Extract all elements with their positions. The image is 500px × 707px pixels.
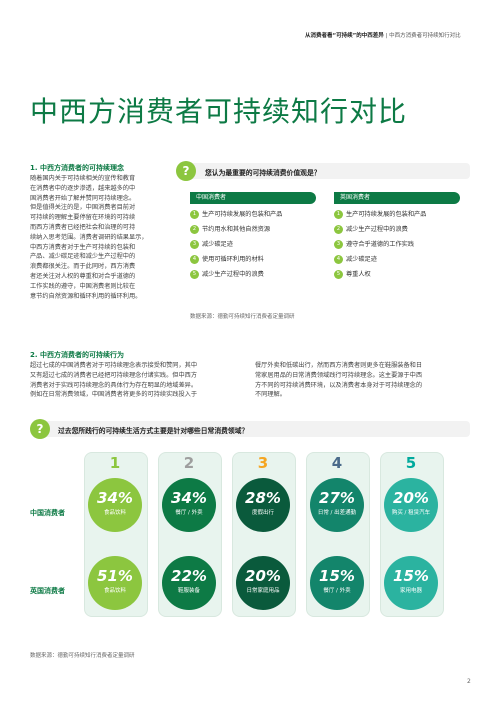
- share-percent: 51%: [97, 567, 133, 585]
- rank-badge-2: 2: [183, 454, 195, 472]
- section2-right-text: 餐厅外卖和低碳出行，然而西方消费者则更多在鞋服装备和日 常家居用品的日常消费领域…: [255, 362, 423, 399]
- bullet-1-icon: 1: [334, 209, 343, 219]
- list-item-text: 遵守合乎道德的工作实践: [346, 241, 415, 248]
- category-label: 餐厅 / 外卖: [323, 588, 351, 594]
- list-item: 5 减少生产过程中的浪费: [190, 267, 330, 282]
- list-item-text: 节约用水和其他自然资源: [202, 226, 271, 233]
- china-share-circle: 28% 度假出行: [236, 478, 290, 532]
- list-item-text: 减少生产过程中的浪费: [346, 226, 408, 233]
- section2-left-text: 超过七成的中国消费者对于可持续理念表示接受和赞同，其中 又有超过七成的消费者已经…: [30, 362, 198, 399]
- west-share-circle: 15% 家用电器: [384, 556, 438, 610]
- category-label: 日常 / 出差通勤: [317, 510, 357, 516]
- category-label: 购买 / 租赁汽车: [391, 510, 431, 516]
- header-bold: 从消费者看“可持续”的中西差异: [305, 33, 384, 39]
- share-percent: 27%: [319, 489, 355, 507]
- china-share-circle: 34% 餐厅 / 外卖: [162, 478, 216, 532]
- bullet-2-icon: 2: [334, 224, 343, 234]
- list-item-text: 使用可循环利用的材料: [202, 256, 264, 263]
- list-item-text: 生产可持续发展的包装和产品: [346, 211, 427, 218]
- rank-badge-3: 3: [257, 454, 269, 472]
- list-item-text: 尊重人权: [346, 271, 371, 278]
- category-label: 鞋服装备: [177, 588, 200, 594]
- west-tag: 英国消费者: [334, 192, 460, 204]
- category-label: 食品饮料: [103, 588, 126, 594]
- header-breadcrumb: 从消费者看“可持续”的中西差异 | 中西方消费者可持续知行对比: [305, 31, 461, 39]
- section2-heading: 2. 中西方消费者的可持续行为: [30, 351, 124, 359]
- category-label: 食品饮料: [103, 510, 126, 516]
- list-item: 3 减少碳足迹: [190, 237, 330, 252]
- category-label: 餐厅 / 外卖: [175, 510, 203, 516]
- page-title: 中西方消费者可持续知行对比: [30, 95, 408, 128]
- source-note-2: 数据来源：德勤可持续知行消费者定量调研: [30, 653, 135, 659]
- question1-bar: [182, 163, 470, 179]
- source-note-1: 数据来源：德勤可持续知行消费者定量调研: [190, 314, 295, 320]
- section1-text: 随着国内关于可持续相关的宣传和教育 在消费者中的逐步渗透，越来越多的中 国消费者…: [30, 175, 148, 300]
- west-share-circle: 22% 鞋服装备: [162, 556, 216, 610]
- list-item: 3 遵守合乎道德的工作实践: [334, 237, 474, 252]
- share-percent: 28%: [245, 489, 281, 507]
- west-share-circle: 20% 日常家庭用品: [236, 556, 290, 610]
- west-values-list: 1 生产可持续发展的包装和产品 2 减少生产过程中的浪费 3 遵守合乎道德的工作实践 …: [334, 207, 474, 282]
- west-share-circle: 15% 餐厅 / 外卖: [310, 556, 364, 610]
- section1-heading: 1. 中西方消费者的可持续理念: [30, 164, 124, 172]
- question2-bar: [38, 421, 470, 437]
- question-icon: ?: [176, 161, 196, 181]
- question1-text: 您认为最重要的可持续消费价值观是？: [205, 169, 321, 177]
- page-number: 2: [467, 678, 471, 685]
- china-values-list: 1 生产可持续发展的包装和产品 2 节约用水和其他自然资源 3 减少碳足迹 4 使用可循…: [190, 207, 330, 282]
- header-rest: | 中西方消费者可持续知行对比: [383, 33, 461, 39]
- list-item-text: 减少生产过程中的浪费: [202, 271, 264, 278]
- china-share-circle: 34% 食品饮料: [88, 478, 142, 532]
- share-percent: 20%: [245, 567, 281, 585]
- share-percent: 15%: [319, 567, 355, 585]
- share-percent: 22%: [171, 567, 207, 585]
- bullet-2-icon: 2: [190, 224, 199, 234]
- category-label: 日常家庭用品: [246, 588, 280, 594]
- bullet-5-icon: 5: [190, 269, 199, 279]
- china-share-circle: 27% 日常 / 出差通勤: [310, 478, 364, 532]
- share-percent: 34%: [97, 489, 133, 507]
- rank-badge-4: 4: [331, 454, 343, 472]
- west-share-circle: 51% 食品饮料: [88, 556, 142, 610]
- row-label-china: 中国消费者: [30, 509, 65, 517]
- bullet-1-icon: 1: [190, 209, 199, 219]
- list-item-text: 减少碳足迹: [346, 256, 377, 263]
- category-label: 度假出行: [251, 510, 274, 516]
- bullet-4-icon: 4: [190, 254, 199, 264]
- bullet-5-icon: 5: [334, 269, 343, 279]
- china-tag: 中国消费者: [190, 192, 316, 204]
- bullet-3-icon: 3: [334, 239, 343, 249]
- list-item: 2 节约用水和其他自然资源: [190, 222, 330, 237]
- share-percent: 15%: [393, 567, 429, 585]
- list-item-text: 生产可持续发展的包装和产品: [202, 211, 283, 218]
- rank-badge-1: 1: [109, 454, 121, 472]
- list-item: 4 使用可循环利用的材料: [190, 252, 330, 267]
- bullet-4-icon: 4: [334, 254, 343, 264]
- question2-text: 过去您所践行的可持续生活方式主要是针对哪些日常消费领域？: [58, 427, 249, 435]
- share-percent: 20%: [393, 489, 429, 507]
- list-item-text: 减少碳足迹: [202, 241, 233, 248]
- list-item: 1 生产可持续发展的包装和产品: [190, 207, 330, 222]
- list-item: 5 尊重人权: [334, 267, 474, 282]
- bullet-3-icon: 3: [190, 239, 199, 249]
- share-percent: 34%: [171, 489, 207, 507]
- list-item: 4 减少碳足迹: [334, 252, 474, 267]
- rank-badge-5: 5: [405, 454, 417, 472]
- china-share-circle: 20% 购买 / 租赁汽车: [384, 478, 438, 532]
- list-item: 1 生产可持续发展的包装和产品: [334, 207, 474, 222]
- row-label-west: 英国消费者: [30, 587, 65, 595]
- list-item: 2 减少生产过程中的浪费: [334, 222, 474, 237]
- category-label: 家用电器: [399, 588, 422, 594]
- question-icon: ?: [30, 419, 50, 439]
